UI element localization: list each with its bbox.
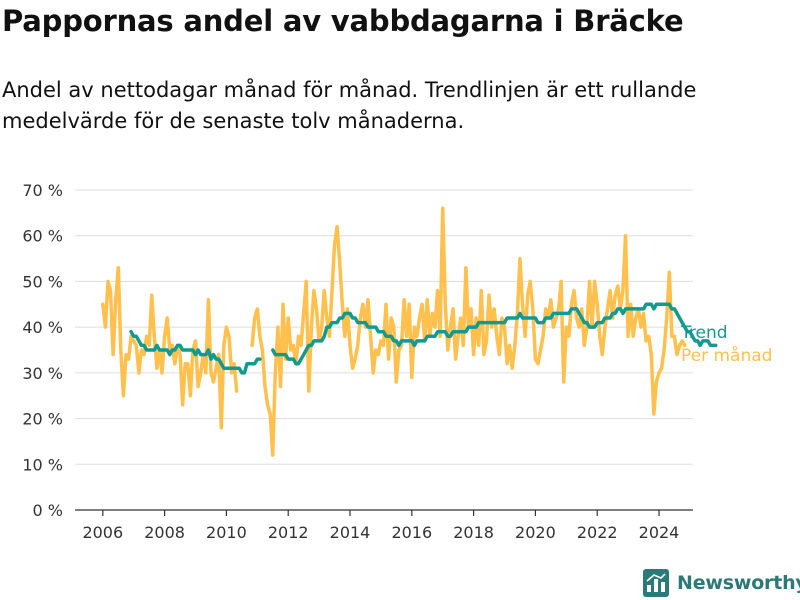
y-axis-ticks: 0 % 10 % 20 % 30 % 40 % 50 % 60 % 70 % (22, 181, 63, 520)
x-tick-label-2010: 2010 (206, 523, 247, 542)
line-chart: 0 % 10 % 20 % 30 % 40 % 50 % 60 % 70 % 2006 2008… (22, 181, 772, 542)
y-tick-label-30: 30 % (22, 364, 63, 383)
y-tick-label-20: 20 % (22, 410, 63, 429)
y-tick-label-10: 10 % (22, 455, 63, 474)
y-tick-label-0: 0 % (33, 501, 63, 520)
legend-monthly-label: Per månad (681, 345, 772, 366)
newsworthy-brand: Newsworthy (643, 567, 800, 599)
x-axis: 2006 2008 2010 2012 2014 2016 2018 2020 2022 2024 (75, 509, 693, 542)
x-tick-label-2012: 2012 (268, 523, 309, 542)
y-tick-label-50: 50 % (22, 272, 63, 291)
brand-name: Newsworthy (677, 572, 800, 594)
trend-series-line-1 (129, 329, 262, 375)
chart-title: Pappornas andel av vabbdagarna i Bräcke (2, 4, 684, 38)
chart-subtitle: Andel av nettodagar månad för månad. Tre… (2, 78, 697, 133)
monthly-series-line-1 (101, 265, 239, 430)
x-tick-label-2006: 2006 (82, 523, 123, 542)
y-tick-label-40: 40 % (22, 318, 63, 337)
trend-series-line-2 (271, 302, 718, 366)
y-tick-label-70: 70 % (22, 181, 63, 200)
x-tick-label-2014: 2014 (330, 523, 371, 542)
x-tick-label-2016: 2016 (391, 523, 432, 542)
x-tick-label-2008: 2008 (144, 523, 185, 542)
x-tick-label-2018: 2018 (453, 523, 494, 542)
x-tick-label-2022: 2022 (577, 523, 618, 542)
x-tick-label-2024: 2024 (639, 523, 680, 542)
series-lines (101, 206, 718, 457)
newsworthy-logo-icon (643, 569, 669, 597)
y-tick-label-60: 60 % (22, 227, 63, 246)
legend-trend-label: Trend (680, 323, 728, 343)
x-tick-label-2020: 2020 (515, 523, 556, 542)
